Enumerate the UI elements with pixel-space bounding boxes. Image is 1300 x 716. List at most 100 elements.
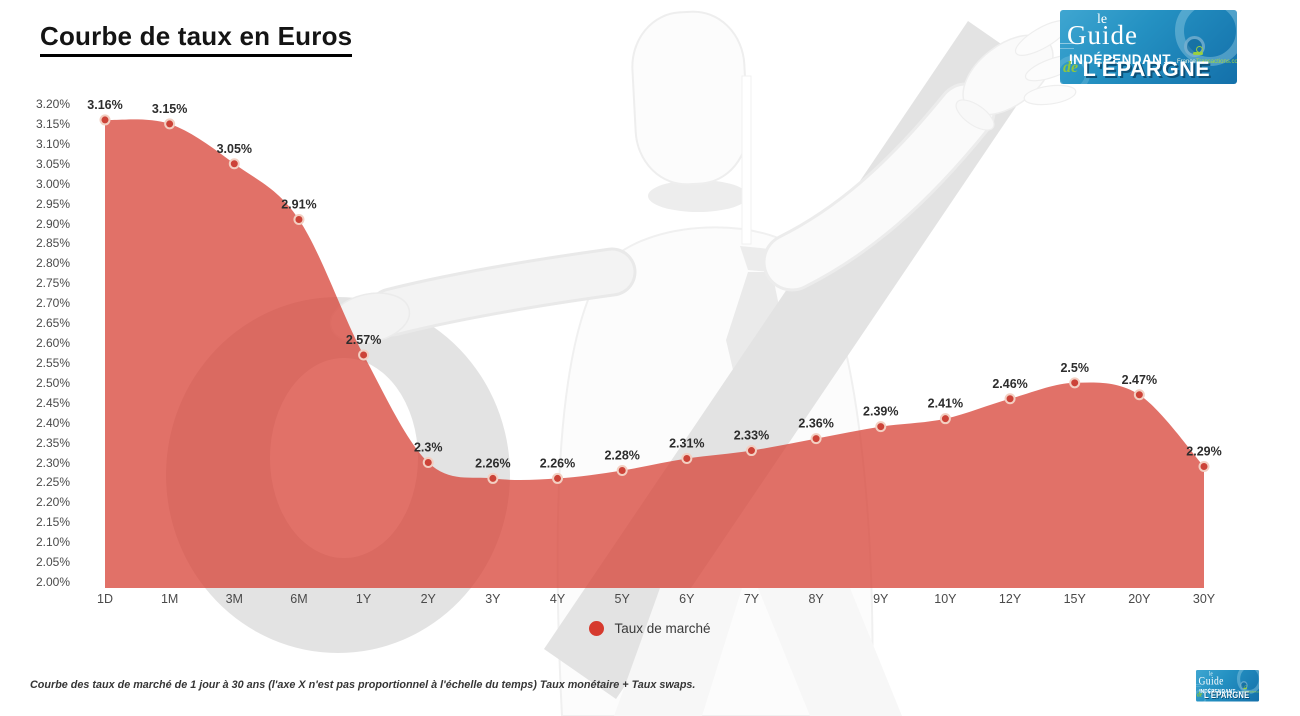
x-axis-tick: 6Y [679,592,695,606]
data-point-label: 3.15% [152,102,187,116]
logo-text-independant: INDÉPENDANT [1069,52,1171,67]
y-axis-tick: 2.20% [35,495,70,510]
logo-ring-icon [1175,10,1237,66]
y-axis-tick: 2.10% [35,535,70,550]
data-point-label: 3.16% [87,98,122,112]
y-axis: 3.20% 3.15% 3.10% 3.05% 3.00% 2.95% 2.90% 2.85%… [0,0,70,716]
x-axis-tick: 3Y [485,592,501,606]
logo-text-epargne: L'ÉPARGNE [1082,57,1211,81]
logo-text-de: de [1063,59,1079,76]
y-axis-tick: 2.65% [35,316,70,331]
france-transactions-icon [1243,685,1247,690]
data-point-marker-6M[interactable] [293,214,305,226]
y-axis-tick: 2.70% [35,296,70,311]
page-title: Courbe de taux en Euros [40,21,353,57]
y-axis-tick: 2.05% [35,555,70,570]
data-point-marker-2Y[interactable] [422,457,434,468]
logo-ring-icon [1236,670,1260,694]
logo-ring2-icon [1060,56,1090,84]
x-axis-tick: 3M [225,592,243,606]
y-axis-tick: 2.25% [35,475,70,490]
logo-text-epargne: L'ÉPARGNE [1204,689,1250,701]
x-axis-tick: 30Y [1192,592,1216,606]
logo-box: le Guide INDÉPENDANT FranceTransactions.… [1196,670,1260,702]
y-axis-tick: 2.90% [35,216,70,231]
y-axis-tick: 2.95% [35,196,70,211]
data-point-marker-1Y[interactable] [358,349,370,361]
data-point-marker-12Y[interactable] [1004,393,1016,405]
x-axis-tick: 7Y [743,592,760,606]
logo-guide-epargne[interactable]: le Guide INDÉPENDANT FranceTransactions.… [1060,10,1237,84]
data-point-marker-4Y[interactable] [552,472,564,484]
logo-bottom-row: de L'ÉPARGNE [1197,690,1249,701]
data-point-label: 2.39% [863,405,898,419]
logo-bottom-row: de L'ÉPARGNE [1063,57,1210,82]
data-point-marker-3M[interactable] [228,158,240,170]
y-axis-tick: 3.05% [35,156,70,171]
x-axis-tick: 8Y [808,592,824,606]
logo-separator-line [1164,62,1176,63]
legend[interactable]: Taux de marché [0,621,1300,636]
data-point-marker-9Y[interactable] [875,421,887,433]
data-point-marker-1M[interactable] [164,118,176,130]
legend-label: Taux de marché [614,621,711,636]
x-axis-tick: 4Y [549,592,566,606]
logo-hairline [1060,43,1082,44]
x-axis-tick: 1Y [355,592,372,606]
person-tie-strap [741,75,752,245]
person-head [631,10,749,186]
data-point-marker-3Y[interactable] [487,472,499,484]
y-axis-tick: 2.35% [35,435,70,450]
logo-text-le: le [1209,670,1213,678]
data-point-marker-7Y[interactable] [745,445,757,457]
y-axis-tick: 3.20% [35,97,70,111]
person-figure [556,10,874,716]
logo-ring2-icon [1196,689,1207,702]
logo-text-guide: Guide [1198,674,1224,687]
x-axis-tick: 2Y [420,592,436,606]
person-torso [556,226,874,716]
data-point-label: 2.33% [734,429,769,443]
percent-watermark-icon [166,21,1040,699]
data-point-marker-20Y[interactable] [1133,389,1145,401]
data-point-label: 2.41% [928,397,963,411]
x-axis: 1D 1M 3M 6M 1Y 2Y 3Y 4Y 5Y 6Y 7Y 8Y 9Y 10Y 12Y 15Y 20Y 30… [0,592,1300,608]
y-axis-tick: 2.45% [35,395,70,410]
y-axis-tick: 3.00% [35,176,70,191]
data-point-label: 2.46% [992,377,1027,391]
person-left-arm [329,247,637,344]
y-axis-tick: 2.30% [35,455,70,470]
x-axis-tick: 5Y [614,592,630,606]
data-point-label: 2.3% [414,441,443,455]
person-tie-knot [740,246,780,272]
data-point-marker-1D[interactable] [99,114,111,126]
logo-text-site: FranceTransactions.com [1177,59,1237,65]
person-left-hand [329,292,411,344]
y-axis-tick: 2.60% [35,336,70,350]
y-axis-tick: 2.40% [35,415,70,430]
data-point-marker-5Y[interactable] [616,464,628,476]
y-axis-tick: 2.00% [35,575,70,589]
person-right-arm [762,20,1080,292]
legend-marker-icon [589,621,605,636]
x-axis-tick: 12Y [998,592,1022,606]
logo-text-le: le [1097,12,1108,27]
y-axis-tick: 3.15% [35,116,70,131]
logo-guide-epargne-small[interactable]: le Guide INDÉPENDANT FranceTransactions.… [1196,670,1260,702]
logo-hairline2 [1060,48,1074,49]
data-point-marker-15Y[interactable] [1069,377,1081,389]
data-point-marker-30Y[interactable] [1198,460,1210,472]
y-axis-tick: 2.75% [35,276,70,291]
data-point-marker-8Y[interactable] [810,433,822,445]
france-transactions-icon [1193,46,1203,56]
data-point-label: 2.91% [281,198,316,212]
data-point-marker-10Y[interactable] [939,413,951,425]
footer-caption: Courbe des taux de marché de 1 jour à 30… [30,679,696,691]
x-axis-tick: 15Y [1063,592,1086,606]
data-point-label: 2.28% [604,448,639,462]
data-point-label: 2.29% [1186,444,1221,458]
data-point-marker-6Y[interactable] [681,453,693,465]
data-point-label: 2.57% [346,333,381,347]
